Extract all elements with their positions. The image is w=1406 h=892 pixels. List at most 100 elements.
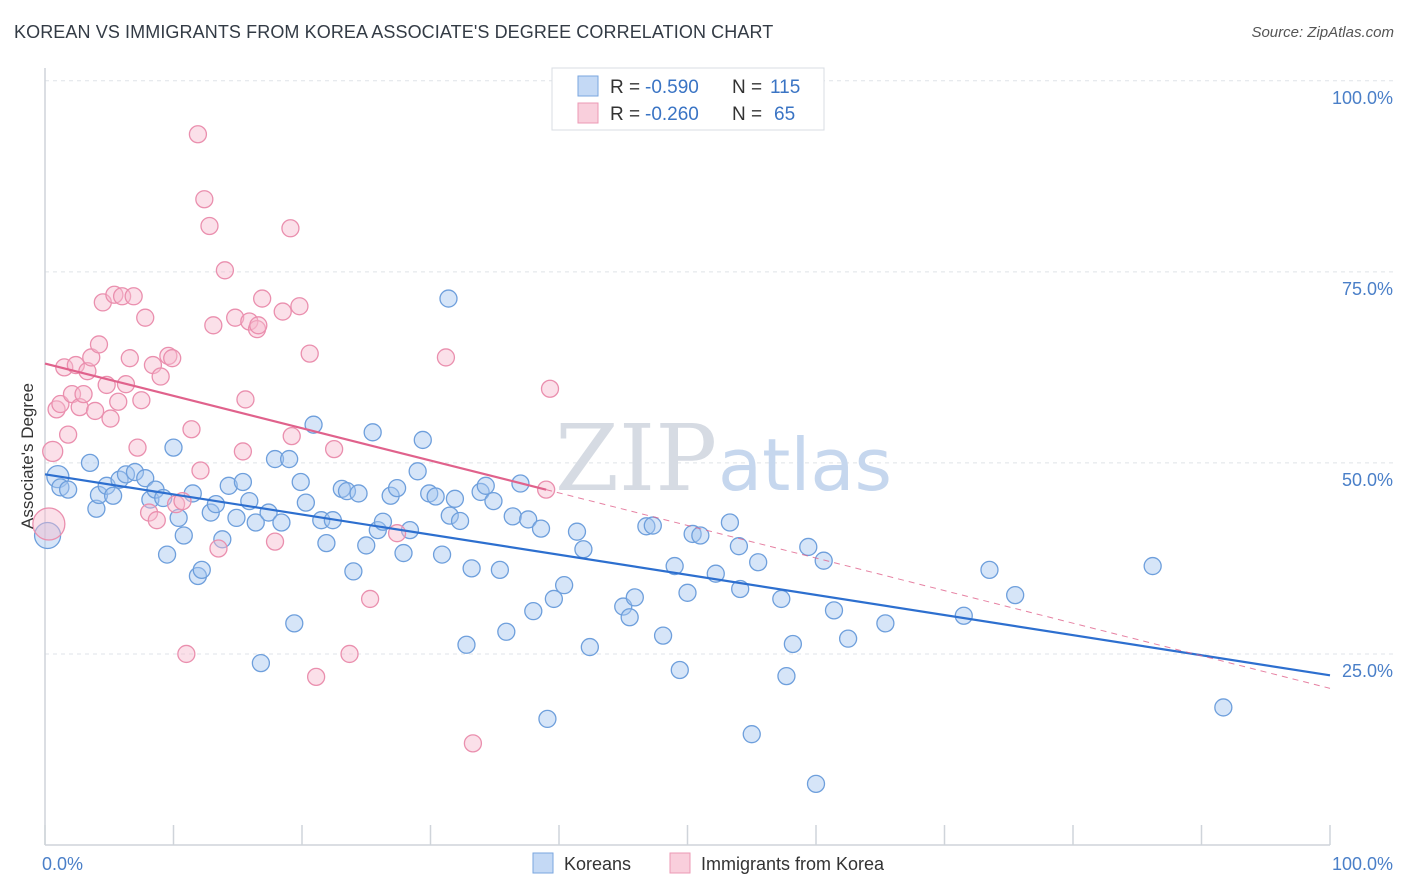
immigrants-point — [265, 532, 285, 551]
koreans-point — [742, 725, 761, 744]
koreans-point — [643, 516, 662, 535]
koreans-point — [408, 462, 427, 481]
koreans-point — [538, 709, 557, 729]
bottom-legend-label-immigrants: Immigrants from Korea — [701, 854, 885, 874]
bottom-legend-swatch-immigrants — [669, 852, 691, 874]
immigrants-trend-extension — [546, 489, 1331, 689]
koreans-point — [445, 489, 465, 508]
koreans-point — [954, 606, 973, 625]
koreans-point — [291, 472, 310, 492]
bottom-legend-swatch-koreans — [532, 852, 554, 874]
koreans-point — [317, 533, 336, 553]
y-tick-label-75: 75.0% — [1342, 279, 1393, 299]
immigrants-point — [147, 511, 166, 530]
koreans-point — [824, 601, 844, 620]
koreans-point — [1143, 556, 1162, 576]
koreans-point — [413, 430, 432, 450]
koreans-point — [279, 449, 299, 469]
watermark-zip: ZIP — [555, 405, 717, 512]
immigrants-point — [101, 409, 120, 428]
immigrants-point — [128, 438, 147, 457]
immigrants-points — [32, 125, 560, 753]
immigrants-point — [195, 190, 214, 209]
immigrants-point — [240, 312, 259, 331]
koreans-point — [426, 487, 445, 506]
koreans-point — [272, 513, 291, 532]
koreans-point — [296, 493, 316, 512]
koreans-point — [363, 423, 382, 442]
immigrants-point — [188, 125, 208, 144]
koreans-point — [246, 513, 265, 532]
immigrants-point — [360, 589, 380, 609]
immigrants-point — [290, 297, 309, 316]
immigrants-point — [151, 367, 170, 386]
immigrants-point — [249, 316, 268, 335]
koreans-point — [251, 653, 271, 673]
koreans-point — [344, 562, 363, 581]
koreans-point — [439, 289, 458, 308]
koreans-point — [490, 560, 510, 580]
koreans-point — [814, 551, 833, 570]
legend-r-label-2: R = — [610, 104, 640, 125]
y-axis-label: Associate's Degree — [18, 383, 37, 529]
koreans-point — [219, 476, 238, 495]
koreans-point — [213, 530, 232, 549]
y-tick-label-100: 100.0% — [1332, 88, 1393, 108]
immigrants-point — [139, 503, 159, 522]
koreans-point — [80, 453, 100, 473]
legend-n-value-1: 115 — [770, 77, 800, 98]
koreans-point — [620, 608, 639, 627]
immigrants-point — [200, 216, 219, 236]
koreans-point — [729, 537, 749, 556]
koreans-point — [87, 499, 106, 518]
immigrants-point — [306, 667, 326, 687]
immigrants-point — [120, 349, 139, 368]
koreans-point — [337, 482, 357, 501]
koreans-point — [432, 545, 452, 564]
koreans-point — [683, 524, 702, 544]
immigrants-point — [215, 261, 235, 280]
koreans-point — [157, 545, 177, 564]
koreans-point — [164, 438, 183, 457]
koreans-point — [136, 469, 155, 488]
koreans-point — [394, 543, 413, 563]
immigrants-point — [74, 384, 93, 404]
koreans-point — [440, 506, 459, 525]
immigrants-point — [51, 394, 70, 414]
top-legend: R = -0.590 N = 115 R = -0.260 N = 65 — [551, 67, 825, 131]
koreans-point — [783, 634, 803, 654]
watermark: ZIP atlas — [555, 405, 892, 512]
koreans-point — [574, 540, 593, 559]
immigrants-trend-line — [44, 362, 547, 491]
immigrants-point — [177, 644, 196, 664]
koreans-point — [484, 491, 503, 511]
koreans-point — [103, 486, 123, 505]
immigrants-point — [436, 348, 456, 367]
immigrants-point — [85, 401, 105, 421]
immigrants-point — [387, 524, 407, 543]
koreans-point — [554, 576, 574, 595]
legend-r-value-1: -0.590 — [645, 77, 699, 98]
legend-r-value-2: -0.260 — [645, 104, 699, 125]
immigrants-point — [253, 289, 272, 308]
koreans-point — [349, 484, 368, 503]
immigrants-point — [204, 316, 223, 335]
koreans-point — [876, 614, 895, 633]
immigrants-point — [191, 461, 210, 480]
koreans-point — [476, 476, 495, 495]
immigrants-point — [42, 440, 64, 463]
koreans-point — [285, 614, 304, 633]
immigrants-point — [105, 285, 124, 304]
koreans-trend-line — [44, 473, 1331, 677]
koreans-point — [192, 560, 211, 580]
legend-n-label-2: N = — [732, 104, 762, 125]
koreans-points — [33, 289, 1233, 794]
immigrants-point — [32, 507, 66, 541]
immigrants-point — [233, 442, 253, 461]
immigrants-point — [124, 287, 143, 306]
y-tick-label-25: 25.0% — [1342, 661, 1393, 681]
immigrants-point — [182, 420, 201, 439]
koreans-point — [524, 601, 543, 621]
koreans-point — [531, 519, 551, 538]
